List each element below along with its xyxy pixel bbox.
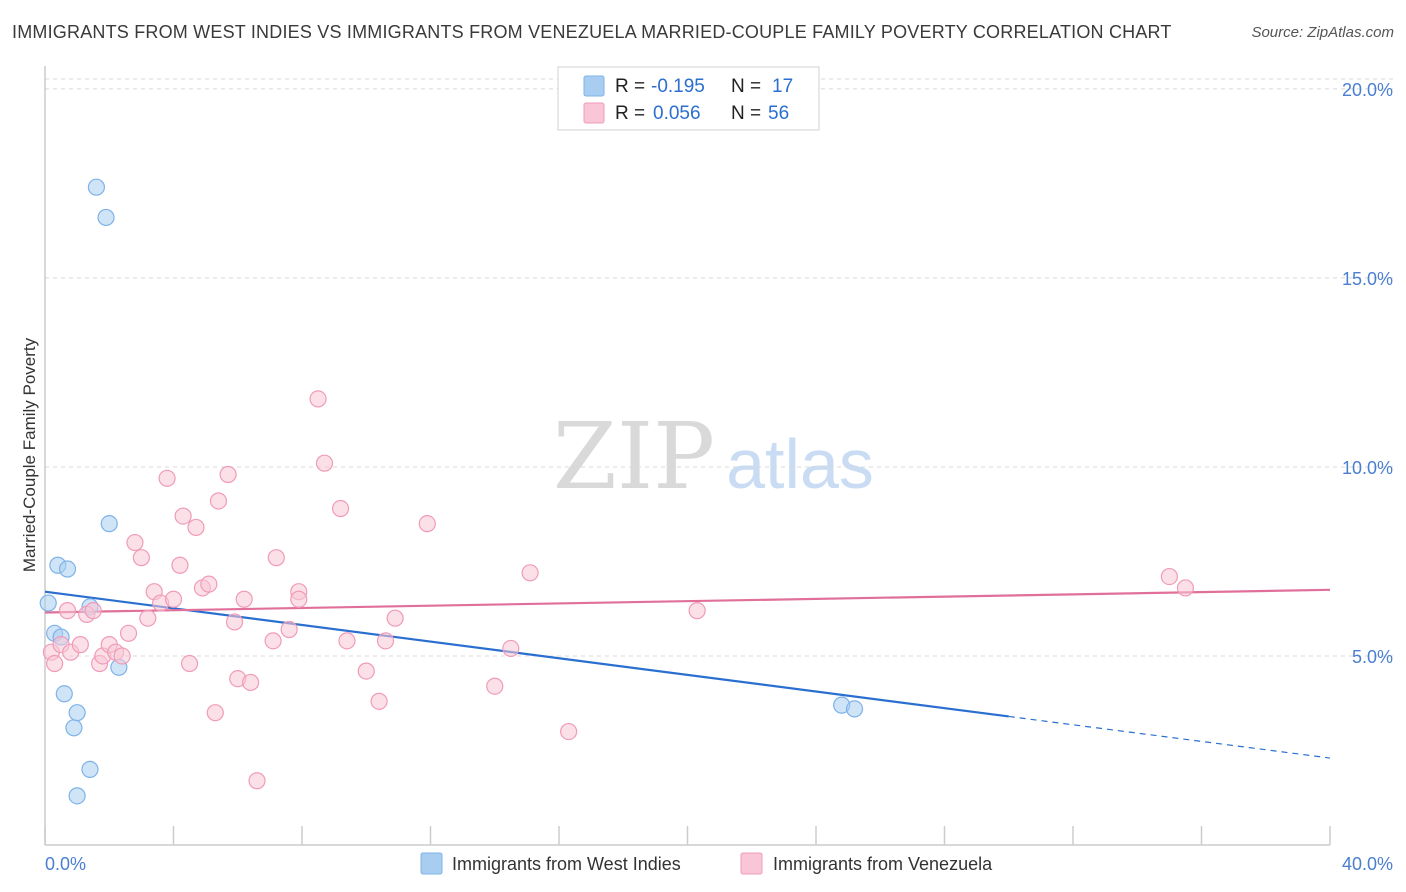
point-west-indies-11 [87,178,106,196]
watermark-atlas: atlas [726,425,874,503]
legend-label-venezuela: Immigrants from Venezuela [773,854,993,874]
trend-west-indies [44,590,1009,718]
point-venezuela-34 [248,772,266,790]
stats-legend: R = -0.195 N = 17 R = 0.056 N = 56 [557,66,820,131]
point-venezuela-54 [1160,567,1178,586]
y-tick-label-0: 5.0% [1352,647,1393,667]
point-venezuela-20 [164,590,183,608]
point-venezuela-53 [688,602,706,620]
point-venezuela-5 [71,636,89,654]
point-venezuela-24 [187,518,205,537]
point-venezuela-50 [502,639,520,658]
source-credit: Source: ZipAtlas.com [1251,24,1394,41]
point-venezuela-16 [139,609,157,627]
point-venezuela-36 [267,549,285,567]
point-venezuela-28 [209,492,228,510]
point-venezuela-32 [235,590,253,608]
point-venezuela-33 [242,673,260,692]
point-venezuela-42 [331,499,350,518]
point-venezuela-44 [357,662,375,680]
x-tick-label-max: 40.0% [1342,854,1393,874]
y-tick-label-1: 10.0% [1342,458,1393,478]
point-venezuela-49 [486,677,504,695]
point-venezuela-40 [309,390,327,408]
point-venezuela-30 [225,613,244,631]
y-axis-title: Married-Couple Family Poverty [20,337,39,572]
point-west-indies-16 [845,700,864,718]
stats-n-value-2: 56 [768,103,789,124]
point-venezuela-23 [180,654,199,673]
stats-r-label-1: R = [615,76,645,97]
point-venezuela-35 [264,632,282,650]
point-west-indies-4 [55,685,73,703]
y-tick-label-2: 15.0% [1342,269,1393,289]
point-venezuela-47 [386,609,404,627]
point-venezuela-48 [418,515,436,533]
point-venezuela-51 [521,564,539,582]
point-venezuela-1 [46,654,64,673]
stats-n-value-1: 17 [772,76,793,97]
point-venezuela-19 [158,469,176,487]
point-venezuela-37 [280,620,298,639]
series-legend: Immigrants from West Indies Immigrants f… [420,852,993,875]
point-west-indies-12 [97,208,115,227]
stats-n-label-1: N = [731,76,761,97]
stats-r-value-2: 0.056 [653,103,701,124]
point-venezuela-12 [113,647,131,665]
point-venezuela-43 [338,632,356,650]
point-west-indies-13 [100,515,118,533]
point-venezuela-39 [290,590,308,608]
gridlines [45,78,1395,657]
legend-label-west-indies: Immigrants from West Indies [452,854,681,874]
legend-swatch-west-indies [420,852,443,875]
stats-r-value-1: -0.195 [651,76,705,97]
point-venezuela-45 [370,692,388,710]
point-venezuela-15 [132,549,150,567]
point-venezuela-22 [174,507,192,525]
point-venezuela-14 [126,533,144,552]
point-west-indies-6 [65,719,83,737]
point-venezuela-29 [219,465,237,484]
data-points [39,178,1195,805]
watermark-zip: ZIP [553,403,715,510]
point-venezuela-41 [315,454,334,472]
point-west-indies-0 [39,594,57,612]
point-west-indies-9 [81,760,99,778]
stats-n-label-2: N = [731,103,761,124]
point-venezuela-52 [560,722,578,741]
point-venezuela-7 [84,602,102,620]
point-venezuela-55 [1176,579,1195,597]
axis-labels: 5.0% 10.0% 15.0% 20.0% 0.0% 40.0% [45,80,1393,874]
trend-west-indies-extension [1008,715,1331,759]
legend-swatch-venezuela [740,852,763,875]
axes [44,66,1331,846]
trend-lines [44,588,1331,759]
y-tick-label-3: 20.0% [1342,80,1393,100]
point-west-indies-8 [68,704,86,722]
point-venezuela-21 [171,556,189,574]
chart-title: IMMIGRANTS FROM WEST INDIES VS IMMIGRANT… [12,22,1172,42]
point-west-indies-7 [68,787,86,805]
point-venezuela-13 [119,624,138,642]
point-venezuela-3 [58,602,77,620]
x-tick-label-min: 0.0% [45,854,86,874]
stats-r-label-2: R = [615,103,645,124]
point-west-indies-5 [58,560,77,578]
stats-swatch-west-indies [583,75,605,97]
point-venezuela-26 [200,575,218,593]
stats-swatch-venezuela [583,102,605,124]
trend-venezuela [44,588,1331,614]
point-venezuela-46 [376,632,395,650]
point-venezuela-27 [206,704,224,722]
